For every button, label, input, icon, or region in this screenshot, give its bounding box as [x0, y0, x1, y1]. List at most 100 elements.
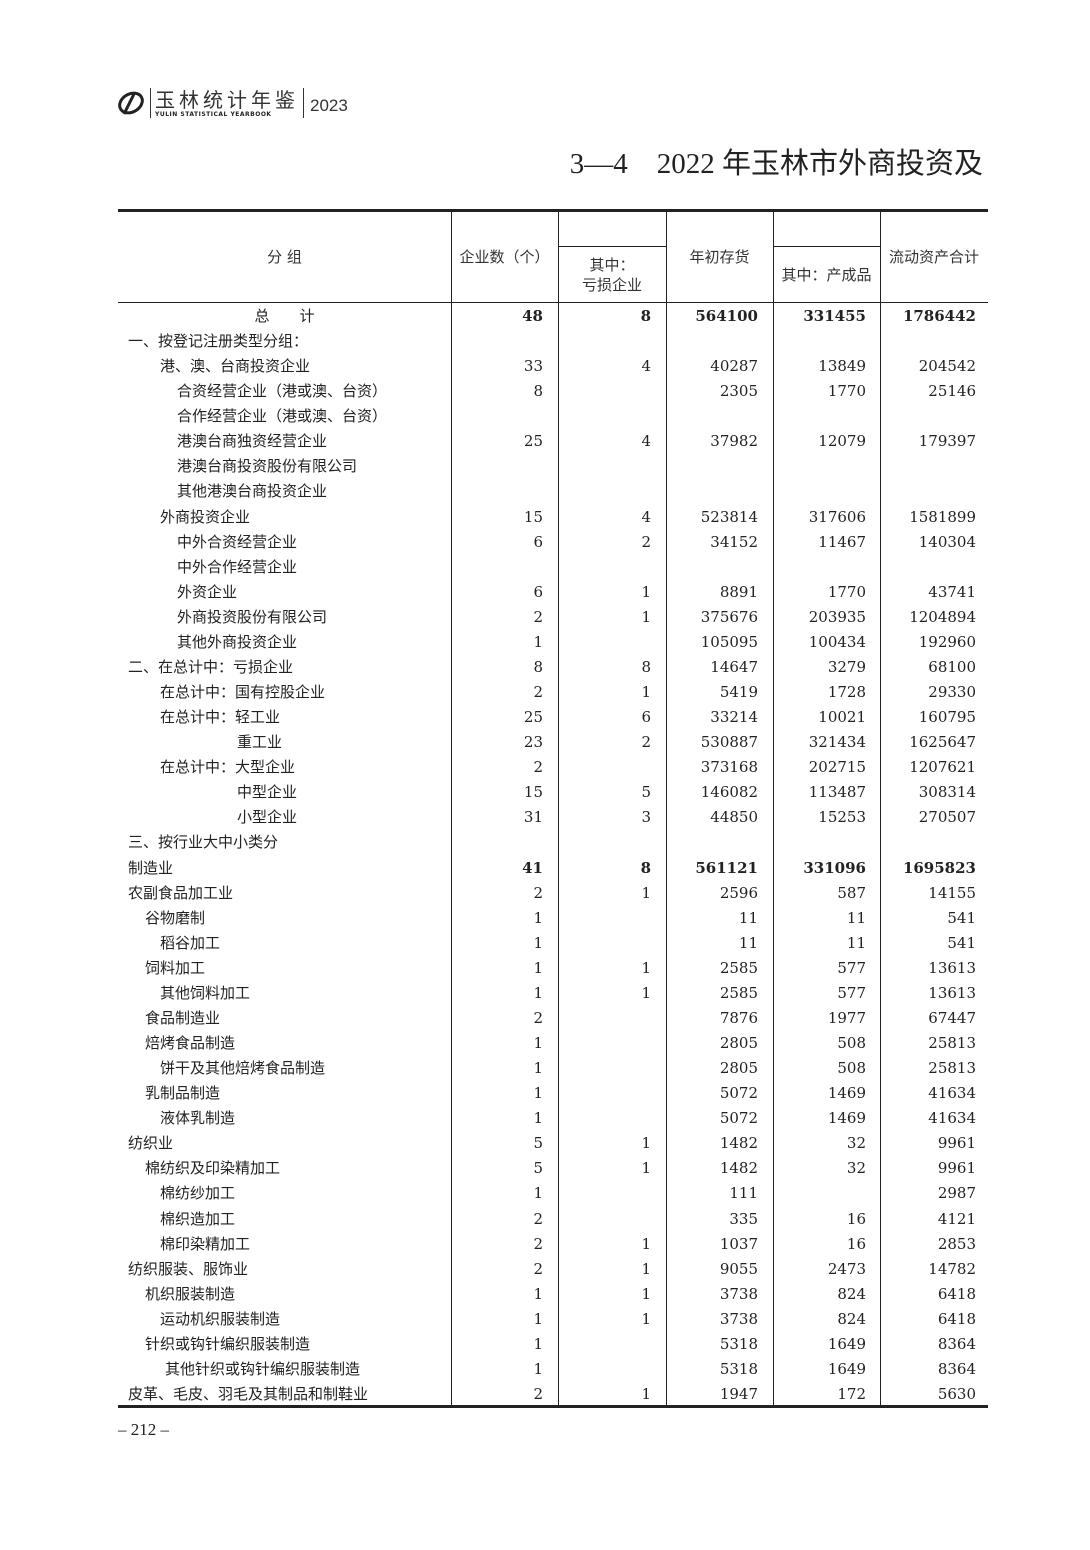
header-group: 分 组: [267, 248, 302, 266]
table-row: 港、澳、台商投资企业 33 4 40287 13849 204542: [118, 354, 988, 379]
cell-enterprises: 33: [523, 357, 543, 376]
cell-finished-goods: 11: [846, 933, 866, 952]
cell-inventory-begin: 335: [729, 1209, 758, 1228]
table-row: 其他港澳台商投资企业: [118, 479, 988, 504]
table-row: 纺织服装、服饰业 2 1 9055 2473 14782: [118, 1257, 988, 1282]
row-label: 稻谷加工: [160, 933, 221, 952]
cell-inventory-begin: 3738: [719, 1284, 758, 1303]
cell-current-assets: 67447: [928, 1008, 976, 1027]
row-label: 皮革、毛皮、羽毛及其制品和制鞋业: [128, 1385, 369, 1403]
cell-inventory-begin: 5318: [719, 1334, 758, 1353]
table-row: 中外合作经营企业: [118, 555, 988, 580]
row-label: 运动机织服装制造: [160, 1309, 281, 1328]
header-current-assets: 流动资产合计: [888, 248, 979, 266]
cell-current-assets: 6418: [937, 1284, 976, 1303]
cell-finished-goods: 508: [837, 1034, 866, 1053]
cell-current-assets: 204542: [918, 357, 976, 376]
cell-inventory-begin: 34152: [710, 532, 758, 551]
table-row: 二、在总计中：亏损企业 8 8 14647 3279 68100: [118, 655, 988, 680]
cell-inventory-begin: 5318: [719, 1359, 758, 1378]
cell-enterprises: 2: [533, 1259, 543, 1278]
cell-loss-enterprises: 6: [641, 708, 651, 727]
cell-inventory-begin: 1947: [719, 1385, 758, 1403]
cell-finished-goods: 331455: [803, 307, 866, 325]
table-top-rule: [118, 209, 988, 212]
cell-current-assets: 541: [947, 933, 976, 952]
cell-finished-goods: 12079: [818, 432, 866, 451]
cell-enterprises: 41: [522, 858, 543, 877]
cell-loss-enterprises: 2: [641, 532, 651, 551]
cell-finished-goods: 172: [837, 1385, 866, 1403]
cell-enterprises: 2: [533, 683, 543, 702]
cell-current-assets: 308314: [918, 783, 976, 802]
cell-finished-goods: 15253: [818, 808, 866, 827]
cell-inventory-begin: 5072: [719, 1084, 758, 1103]
row-label: 制造业: [128, 858, 174, 877]
logo-divider: [303, 88, 304, 118]
cell-loss-enterprises: 1: [641, 983, 651, 1002]
row-label: 棉纺织及印染精加工: [145, 1159, 281, 1178]
column-divider: [773, 211, 774, 1406]
cell-enterprises: 1: [533, 1284, 543, 1303]
column-divider: [880, 211, 881, 1406]
cell-loss-enterprises: 4: [641, 507, 651, 526]
table-row: 其他针织或钩针编织服装制造 1 5318 1649 8364: [118, 1357, 988, 1382]
cell-finished-goods: 1770: [827, 582, 866, 601]
row-label: 棉纺纱加工: [160, 1184, 236, 1203]
cell-inventory-begin: 373168: [700, 758, 758, 777]
table-row: 棉织造加工 2 335 16 4121: [118, 1207, 988, 1232]
cell-enterprises: 2: [533, 1234, 543, 1253]
cell-enterprises: 2: [533, 1209, 543, 1228]
table-row: 合资经营企业（港或澳、台资） 8 2305 1770 25146: [118, 379, 988, 404]
cell-enterprises: 1: [533, 1334, 543, 1353]
table-row: 港澳台商投资股份有限公司: [118, 454, 988, 479]
cell-finished-goods: 16: [846, 1234, 866, 1253]
page-number: – 212 –: [118, 1420, 169, 1439]
cell-finished-goods: 16: [846, 1209, 866, 1228]
cell-finished-goods: 1469: [827, 1084, 866, 1103]
table-row: 合作经营企业（港或澳、台资）: [118, 404, 988, 429]
table-row: 棉印染精加工 2 1 1037 16 2853: [118, 1232, 988, 1257]
row-label: 纺织服装、服饰业: [128, 1259, 249, 1278]
yearbook-logo: 玉林统计年鉴 YULIN STATISTICAL YEARBOOK 2023: [116, 88, 348, 118]
table-row: 液体乳制造 1 5072 1469 41634: [118, 1106, 988, 1131]
cell-current-assets: 1204894: [909, 607, 976, 626]
cell-loss-enterprises: 1: [641, 607, 651, 626]
table-row: 一、按登记注册类型分组：: [118, 329, 988, 354]
row-label: 焙烤食品制造: [145, 1034, 236, 1053]
cell-current-assets: 6418: [937, 1309, 976, 1328]
table-row: 机织服装制造 1 1 3738 824 6418: [118, 1282, 988, 1307]
cell-enterprises: 1: [533, 933, 543, 952]
cell-current-assets: 8364: [937, 1359, 976, 1378]
cell-loss-enterprises: 4: [641, 432, 651, 451]
cell-enterprises: 15: [523, 507, 543, 526]
table-row: 针织或钩针编织服装制造 1 5318 1649 8364: [118, 1332, 988, 1357]
cell-enterprises: 15: [523, 783, 543, 802]
cell-loss-enterprises: 1: [641, 1259, 651, 1278]
cell-inventory-begin: 37982: [710, 432, 758, 451]
row-label: 针织或钩针编织服装制造: [145, 1334, 311, 1353]
cell-finished-goods: 1728: [827, 683, 866, 702]
cell-finished-goods: 2473: [827, 1259, 866, 1278]
subheader-rule: [558, 246, 666, 247]
cell-loss-enterprises: 1: [641, 1159, 651, 1178]
table-row: 中型企业 15 5 146082 113487 308314: [118, 780, 988, 805]
cell-enterprises: 48: [522, 307, 543, 325]
row-label: 重工业: [237, 733, 283, 752]
table-row: 焙烤食品制造 1 2805 508 25813: [118, 1031, 988, 1056]
cell-finished-goods: 331096: [803, 858, 866, 877]
logo-divider: [150, 88, 151, 118]
cell-enterprises: 1: [533, 908, 543, 927]
row-label: 农副食品加工业: [128, 883, 234, 902]
cell-inventory-begin: 561121: [695, 858, 758, 877]
table-bottom-rule: [118, 1405, 988, 1408]
cell-enterprises: 8: [533, 382, 543, 401]
cell-enterprises: 25: [523, 708, 543, 727]
cell-inventory-begin: 105095: [700, 632, 758, 651]
cell-current-assets: 1625647: [909, 733, 976, 752]
cell-current-assets: 9961: [937, 1159, 976, 1178]
row-label: 棉印染精加工: [160, 1234, 251, 1253]
cell-inventory-begin: 8891: [719, 582, 758, 601]
table-row: 制造业 41 8 561121 331096 1695823: [118, 856, 988, 881]
header-inventory-begin: 年初存货: [689, 248, 750, 266]
